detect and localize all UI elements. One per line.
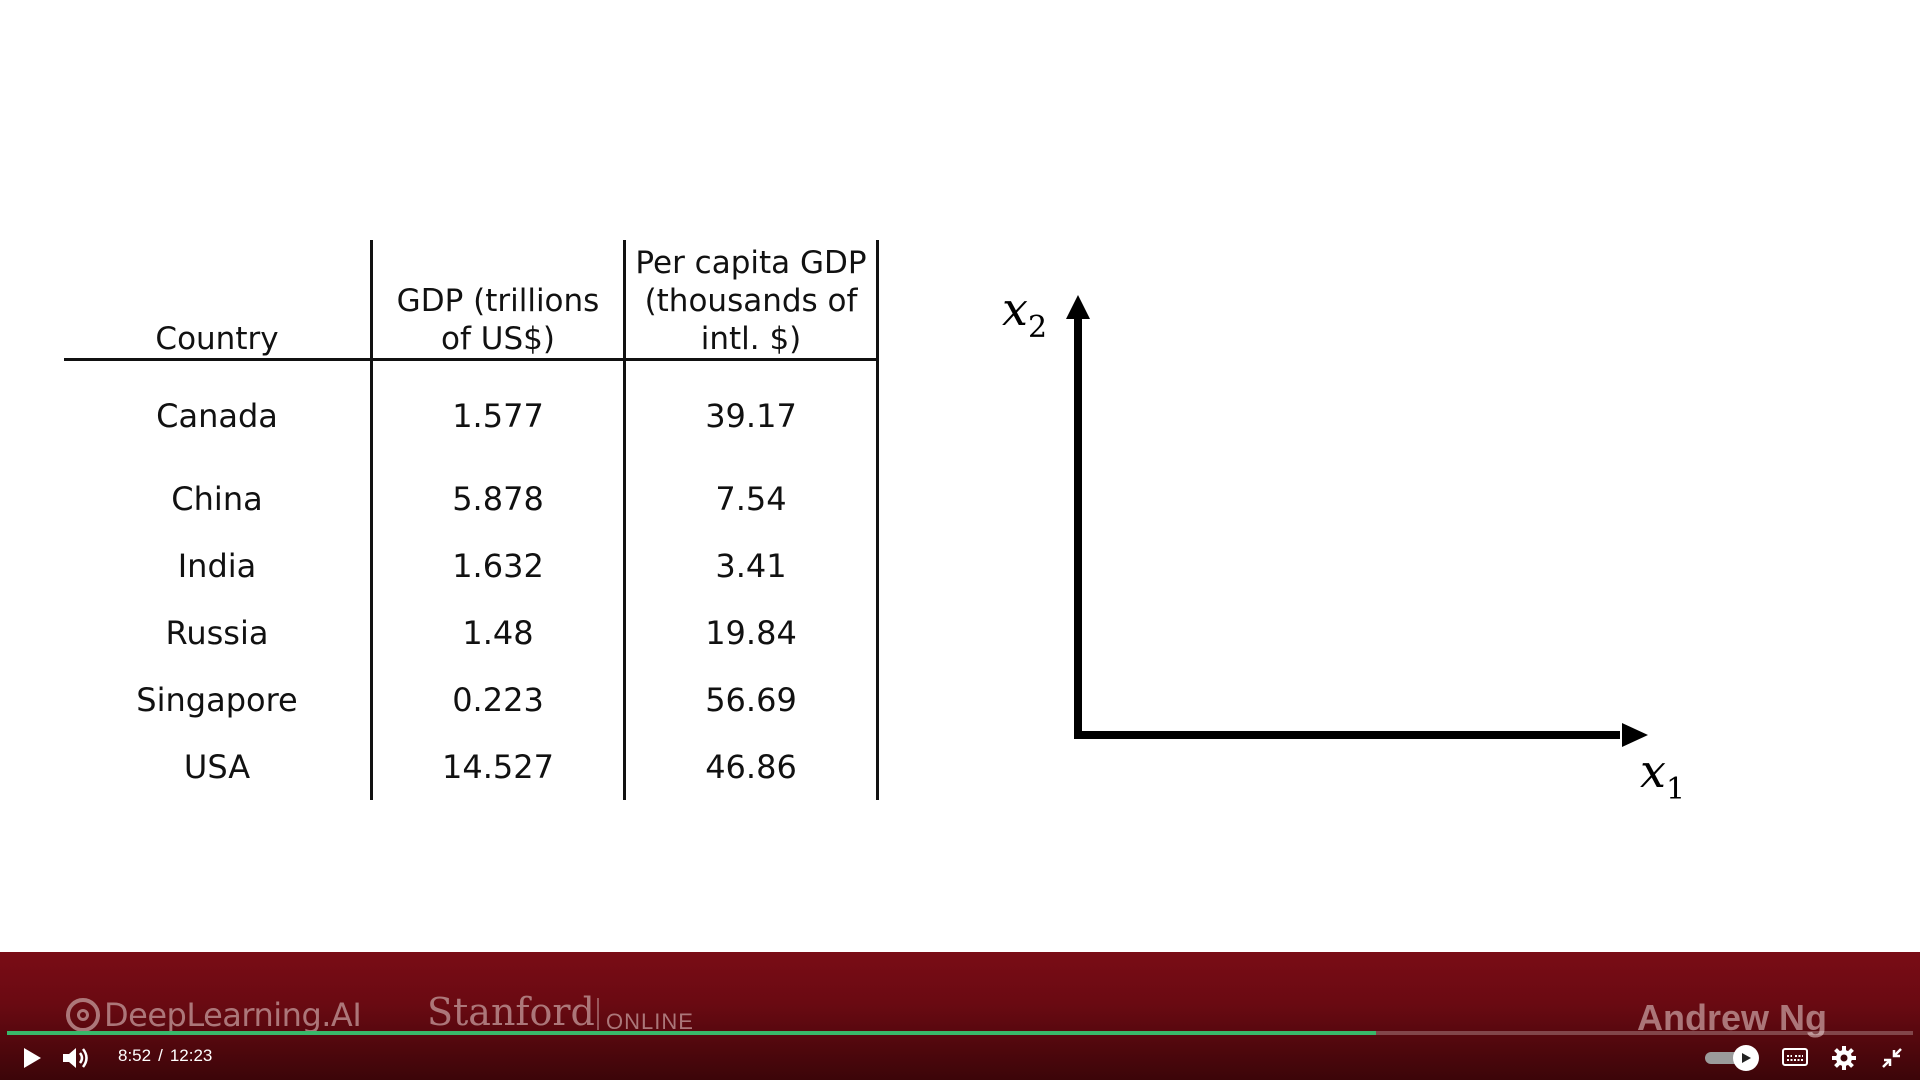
deeplearning-logo-icon <box>66 998 100 1032</box>
stanford-online-label: ONLINE <box>606 1009 694 1034</box>
current-time: 8:52 <box>118 1046 152 1065</box>
video-progress-fill <box>7 1031 1376 1035</box>
country-cell: USA <box>183 747 251 786</box>
country-cell: India <box>177 546 257 585</box>
deeplearning-ai-logo: DeepLearning.AI <box>66 996 362 1034</box>
header-per-capita-gdp: Per capita GDP (thousands of intl. $) <box>623 240 879 361</box>
gdp-cell: 5.878 <box>370 465 625 532</box>
gdp-cell: 1.577 <box>370 359 625 465</box>
y-axis-label: x2 <box>1002 285 1047 345</box>
autoplay-toggle[interactable] <box>1701 1044 1761 1072</box>
country-cell: China <box>171 479 263 518</box>
country-cell: Singapore <box>136 680 298 719</box>
gdp-cell: 1.48 <box>370 599 625 666</box>
play-button[interactable] <box>18 1044 46 1072</box>
duration: 12:23 <box>169 1046 213 1065</box>
lecture-slide: Country GDP (trillions of US$) Per capita… <box>64 240 1686 807</box>
x-axis-arrowhead <box>1622 723 1648 747</box>
per-capita-cell: 56.69 <box>623 666 879 733</box>
play-icon <box>24 1048 41 1068</box>
table-row: China 5.878 7.54 <box>64 465 879 532</box>
per-capita-cell: 7.54 <box>623 465 879 532</box>
stanford-logo: Stanford <box>427 990 595 1034</box>
header-gdp: GDP (trillions of US$) <box>370 240 625 361</box>
table-header-row: Country GDP (trillions of US$) Per capita… <box>64 240 879 361</box>
volume-button[interactable] <box>60 1044 92 1072</box>
table-row: Russia 1.48 19.84 <box>64 599 879 666</box>
per-capita-cell: 19.84 <box>623 599 879 666</box>
time-display: 8:52 / 12:23 <box>118 1046 212 1066</box>
video-bottom-banner <box>0 952 1920 1080</box>
settings-button[interactable] <box>1829 1044 1859 1072</box>
brand-divider <box>597 998 599 1030</box>
per-capita-cell: 39.17 <box>623 359 879 465</box>
gdp-cell: 0.223 <box>370 666 625 733</box>
gdp-cell: 1.632 <box>370 532 625 599</box>
per-capita-cell: 46.86 <box>623 733 879 800</box>
y-axis-arrowhead <box>1066 295 1090 319</box>
country-cell: Russia <box>165 613 269 652</box>
autoplay-knob <box>1733 1045 1759 1071</box>
time-separator: / <box>158 1046 163 1065</box>
gdp-cell: 14.527 <box>370 733 625 800</box>
exit-fullscreen-icon <box>1882 1048 1902 1068</box>
video-progress-bar[interactable] <box>7 1031 1913 1035</box>
per-capita-cell: 3.41 <box>623 532 879 599</box>
empty-axes-plot: x2 x1 <box>1002 285 1685 807</box>
gdp-table: Country GDP (trillions of US$) Per capita… <box>64 240 879 800</box>
volume-icon <box>63 1048 88 1068</box>
table-row: USA 14.527 46.86 <box>64 733 879 800</box>
captions-button[interactable] <box>1780 1044 1810 1072</box>
instructor-name: Andrew Ng <box>1637 997 1828 1038</box>
country-cell: Canada <box>156 397 278 435</box>
x-axis-label: x1 <box>1640 744 1685 807</box>
autoplay-play-icon <box>1742 1053 1751 1063</box>
header-country: Country <box>64 240 372 361</box>
settings-icon <box>1832 1046 1856 1070</box>
table-row: India 1.632 3.41 <box>64 532 879 599</box>
exit-fullscreen-button[interactable] <box>1877 1044 1907 1072</box>
table-row: Canada 1.577 39.17 <box>64 359 879 465</box>
captions-icon <box>1782 1048 1808 1066</box>
table-row: Singapore 0.223 56.69 <box>64 666 879 733</box>
